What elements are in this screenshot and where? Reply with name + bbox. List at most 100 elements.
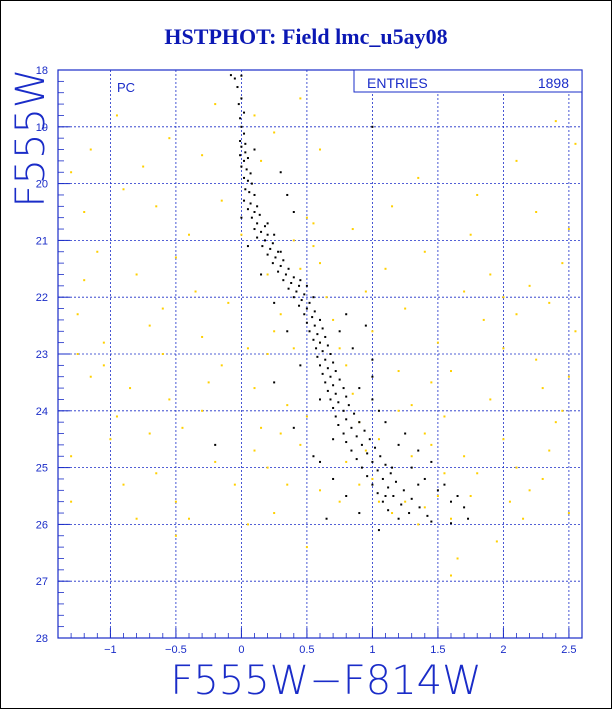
black-point xyxy=(295,290,298,293)
yellow-point xyxy=(299,267,302,270)
yellow-point xyxy=(554,421,557,424)
black-point xyxy=(243,111,246,114)
black-point xyxy=(355,435,358,438)
stats-label: ENTRIES xyxy=(367,75,428,91)
black-point xyxy=(243,176,246,179)
yellow-point xyxy=(233,483,236,486)
yellow-point xyxy=(489,398,492,401)
yellow-point xyxy=(148,432,151,435)
yellow-point xyxy=(260,159,263,162)
black-point xyxy=(366,475,369,478)
yellow-point xyxy=(240,233,243,236)
black-point xyxy=(244,151,247,154)
yellow-point xyxy=(273,330,276,333)
black-point xyxy=(377,529,380,532)
yellow-point xyxy=(181,426,184,429)
yellow-point xyxy=(371,477,374,480)
yellow-point xyxy=(305,216,308,219)
black-point xyxy=(345,418,348,421)
black-point xyxy=(426,514,429,517)
yellow-point xyxy=(174,534,177,537)
yellow-point xyxy=(148,324,151,327)
black-point xyxy=(371,398,374,401)
black-point xyxy=(334,392,337,395)
black-point xyxy=(342,432,345,435)
black-point xyxy=(400,503,403,506)
yellow-point xyxy=(548,449,551,452)
black-point xyxy=(292,276,295,279)
black-point xyxy=(417,483,420,486)
y-tick-label: 23 xyxy=(36,349,48,361)
black-point xyxy=(342,409,345,412)
black-point xyxy=(246,208,249,211)
yellow-point xyxy=(522,517,525,520)
x-tick-label: 1.5 xyxy=(430,644,445,656)
black-point xyxy=(300,299,303,302)
yellow-point xyxy=(338,500,341,503)
black-point xyxy=(246,157,249,160)
yellow-point xyxy=(286,483,289,486)
yellow-point xyxy=(299,97,302,100)
black-point xyxy=(240,97,243,100)
black-point xyxy=(326,389,329,392)
yellow-point xyxy=(535,358,538,361)
yellow-point xyxy=(76,353,79,355)
yellow-point xyxy=(174,256,177,259)
yellow-point xyxy=(312,222,315,225)
black-point xyxy=(321,327,324,330)
yellow-point xyxy=(246,523,249,526)
yellow-point xyxy=(332,318,335,321)
yellow-point xyxy=(292,239,295,242)
black-point xyxy=(334,370,337,373)
yellow-point xyxy=(482,318,485,321)
black-point xyxy=(298,284,301,287)
black-point xyxy=(282,279,285,282)
yellow-point xyxy=(567,375,570,378)
black-point xyxy=(315,347,318,350)
black-point xyxy=(408,512,411,515)
black-point xyxy=(387,486,390,489)
yellow-point xyxy=(476,472,479,475)
black-point xyxy=(256,222,259,225)
yellow-point xyxy=(528,489,531,492)
black-point xyxy=(353,412,356,415)
yellow-point xyxy=(227,301,230,304)
x-tick-label: 0 xyxy=(238,644,244,656)
black-point xyxy=(256,236,259,239)
black-point xyxy=(374,446,377,449)
yellow-point xyxy=(541,477,544,480)
black-point xyxy=(214,443,217,446)
black-point xyxy=(266,222,269,225)
black-point xyxy=(391,466,394,469)
black-point xyxy=(273,233,276,236)
yellow-point xyxy=(109,438,112,441)
black-point xyxy=(376,469,379,472)
yellow-point xyxy=(345,364,348,367)
yellow-point xyxy=(463,455,466,458)
black-point xyxy=(292,296,295,299)
black-point xyxy=(312,455,315,458)
black-point xyxy=(239,154,242,157)
yellow-point xyxy=(260,426,263,429)
yellow-point xyxy=(122,483,125,486)
y-tick-label: 20 xyxy=(36,179,48,191)
black-point xyxy=(313,310,316,313)
yellow-point xyxy=(456,557,459,560)
black-point xyxy=(321,350,324,353)
yellow-point xyxy=(220,199,223,202)
yellow-point xyxy=(135,517,138,520)
black-point xyxy=(273,301,276,304)
yellow-point xyxy=(377,438,380,441)
black-point xyxy=(371,460,374,463)
black-point xyxy=(237,103,240,106)
black-point xyxy=(418,506,421,509)
yellow-point xyxy=(377,500,380,503)
yellow-point xyxy=(253,114,256,117)
yellow-point xyxy=(469,495,472,497)
black-point xyxy=(316,333,319,336)
yellow-point xyxy=(207,381,210,384)
yellow-point xyxy=(351,392,354,395)
yellow-point xyxy=(436,341,439,344)
yellow-point xyxy=(273,131,276,134)
black-point xyxy=(324,381,327,384)
